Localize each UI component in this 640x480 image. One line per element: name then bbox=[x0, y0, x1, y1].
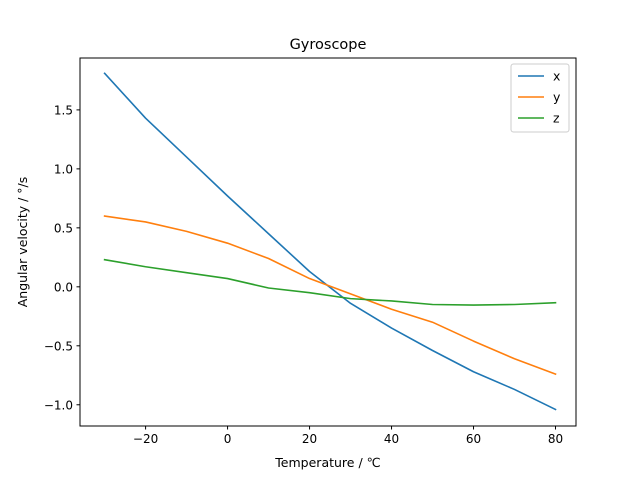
y-tick-label: 1.0 bbox=[54, 162, 73, 176]
y-tick-label: 0.5 bbox=[54, 221, 73, 235]
x-axis-label: Temperature / ℃ bbox=[274, 455, 380, 470]
x-tick-label: −20 bbox=[133, 432, 158, 446]
chart-title: Gyroscope bbox=[290, 37, 367, 53]
x-axis: −20 0 20 40 60 80 bbox=[133, 426, 563, 446]
series-line-y bbox=[103, 215, 557, 376]
x-tick-label: 80 bbox=[548, 432, 563, 446]
series-line-x bbox=[103, 72, 557, 411]
legend-label-x: x bbox=[553, 69, 560, 84]
y-axis: −1.0 −0.5 0.0 0.5 1.0 1.5 bbox=[44, 103, 80, 412]
legend-label-y: y bbox=[553, 90, 561, 105]
y-tick-label: −1.0 bbox=[44, 398, 73, 412]
legend-label-z: z bbox=[553, 111, 560, 126]
y-tick-label: 0.0 bbox=[54, 280, 73, 294]
legend-box bbox=[510, 63, 570, 133]
x-tick-label: 40 bbox=[384, 432, 399, 446]
series-layer bbox=[103, 72, 557, 411]
x-tick-label: 20 bbox=[302, 432, 317, 446]
series-line-z bbox=[103, 258, 557, 306]
y-tick-label: −0.5 bbox=[44, 339, 73, 353]
legend: xyz bbox=[510, 63, 570, 133]
plot-area-frame bbox=[79, 57, 577, 427]
x-tick-label: 0 bbox=[224, 432, 232, 446]
y-tick-label: 1.5 bbox=[54, 103, 73, 117]
x-tick-label: 60 bbox=[466, 432, 481, 446]
y-axis-label: Angular velocity / °/s bbox=[15, 177, 30, 308]
